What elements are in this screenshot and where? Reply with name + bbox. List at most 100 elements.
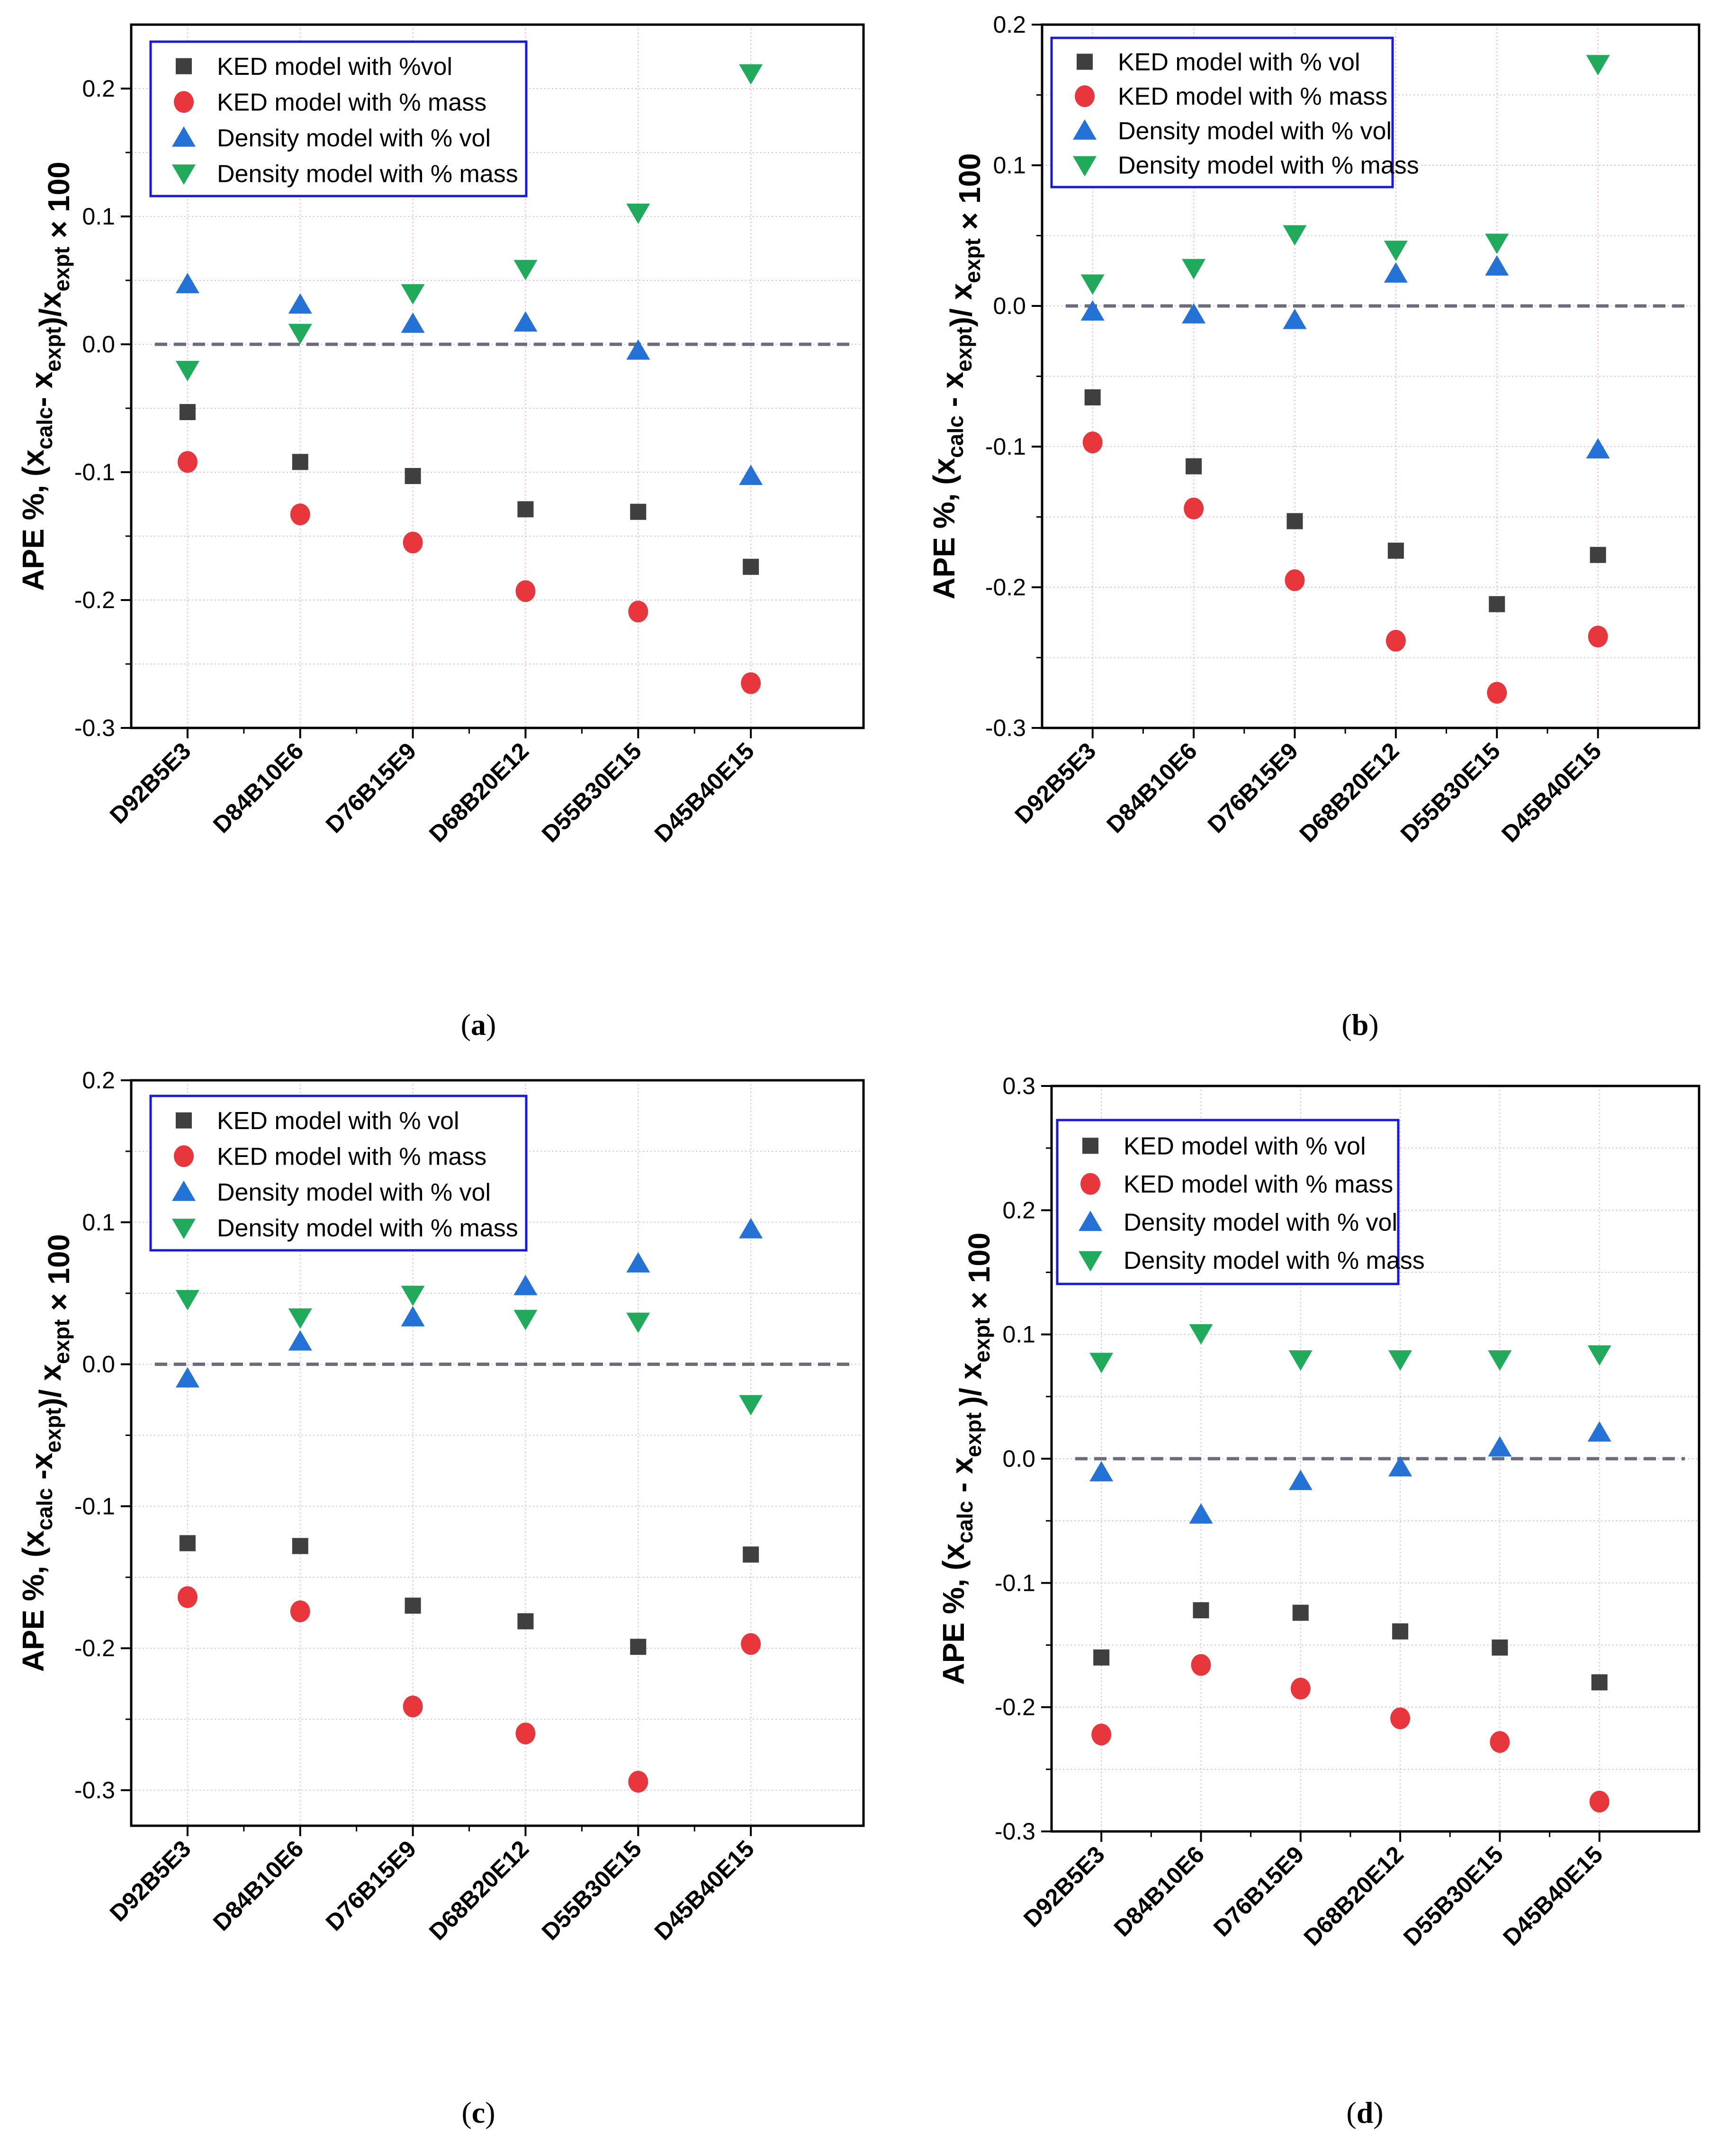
y-tick-label: 0.2 bbox=[993, 11, 1026, 38]
panel-caption-part: ( bbox=[461, 2096, 471, 2129]
legend-marker-triangle-down bbox=[172, 1219, 196, 1239]
data-point-square bbox=[179, 1535, 196, 1552]
y-axis-title-part: x bbox=[927, 458, 961, 475]
series-triangle-down bbox=[175, 64, 763, 381]
x-tick-label: D45B40E15 bbox=[649, 1835, 759, 1945]
y-tick-label: -0.3 bbox=[985, 715, 1026, 741]
panel-caption-part: b bbox=[1352, 1008, 1369, 1041]
data-point-square bbox=[1292, 1605, 1309, 1621]
x-tick-label: D68B20E12 bbox=[1294, 737, 1404, 847]
x-tick-label: D92B5E3 bbox=[105, 737, 196, 829]
legend-box bbox=[149, 40, 528, 197]
data-point-triangle-up bbox=[1288, 1470, 1313, 1490]
series-triangle-up bbox=[175, 273, 763, 485]
y-axis-title: APE %, (xcalc - xexpt )/ xexpt × 100 bbox=[936, 1233, 996, 1685]
data-point-circle bbox=[515, 580, 536, 602]
y-axis-title-part: x bbox=[945, 1457, 979, 1474]
series-circle bbox=[1091, 1654, 1610, 1813]
data-point-square bbox=[1492, 1639, 1508, 1656]
data-point-square bbox=[179, 404, 196, 421]
y-axis-title-subscript: calc bbox=[953, 1501, 977, 1543]
y-axis-title-subscript: expt bbox=[49, 1319, 74, 1364]
data-point-square bbox=[292, 454, 308, 470]
data-point-triangle-down bbox=[1485, 233, 1509, 254]
legend-marker-square bbox=[1082, 1138, 1098, 1154]
panel-caption-part: d bbox=[1357, 2096, 1374, 2129]
data-point-triangle-up bbox=[513, 1274, 538, 1295]
data-point-circle bbox=[1091, 1723, 1112, 1746]
chart-panel-d: -0.3-0.2-0.10.00.10.20.3D92B5E3D84B10E6D… bbox=[936, 1073, 1700, 2129]
legend-marker-square bbox=[176, 58, 192, 74]
y-tick-label: 0.0 bbox=[993, 293, 1026, 319]
y-axis-title-part: )/ bbox=[33, 308, 67, 327]
x-tick-label: D92B5E3 bbox=[1018, 1841, 1110, 1932]
legend-label: Density model with % vol bbox=[217, 125, 491, 152]
x-tick-label: D76B15E9 bbox=[1203, 737, 1304, 838]
legend-label: Density model with % mass bbox=[217, 1214, 518, 1242]
data-point-circle bbox=[1589, 1791, 1610, 1813]
y-axis-title-part: )/ bbox=[944, 300, 978, 327]
data-point-triangle-down bbox=[175, 361, 199, 381]
y-axis-title-subscript: expt bbox=[961, 1406, 986, 1457]
data-point-triangle-down bbox=[175, 1290, 199, 1310]
y-axis-title-subscript: expt bbox=[49, 247, 74, 292]
chart-panel-c: -0.3 -0.2 -0.1 0.0 0.1 0.2 D92B5E3 D84B10E6 D76B… bbox=[16, 1067, 865, 2129]
y-axis-title-part: × 100 bbox=[42, 161, 76, 247]
data-point-circle bbox=[1487, 682, 1507, 704]
y-axis-title-part: x bbox=[16, 1530, 50, 1547]
data-point-triangle-down bbox=[1089, 1353, 1114, 1373]
x-tick-label: D84B10E6 bbox=[208, 1835, 309, 1936]
data-point-circle bbox=[403, 531, 423, 554]
y-tick-label: 0.2 bbox=[82, 1067, 115, 1094]
y-axis-title-part: )/ bbox=[33, 1381, 67, 1408]
panel-caption-part: ( bbox=[1341, 1008, 1351, 1041]
y-axis-title-subscript: expt bbox=[970, 1318, 994, 1363]
data-point-triangle-down bbox=[513, 1310, 538, 1330]
data-point-circle bbox=[403, 1695, 423, 1718]
y-axis-title: APE %, (xcalc - xexpt)/ xexpt × 100 bbox=[927, 153, 987, 599]
y-tick-label: 0.2 bbox=[82, 75, 115, 102]
x-tick-label: D55B30E15 bbox=[537, 1835, 647, 1945]
legend-marker-triangle-up bbox=[172, 126, 196, 147]
y-tick-label: 0.0 bbox=[1002, 1445, 1035, 1472]
data-point-triangle-down bbox=[1283, 225, 1307, 246]
data-point-triangle-down bbox=[1587, 1345, 1611, 1366]
x-tick-label: D55B30E15 bbox=[537, 737, 647, 847]
panel-caption-part: ) bbox=[1373, 2096, 1383, 2129]
series-square bbox=[1093, 1602, 1608, 1691]
data-point-square bbox=[1392, 1623, 1409, 1640]
data-point-square bbox=[517, 1613, 534, 1630]
x-tick-label: D76B15E9 bbox=[321, 1835, 422, 1936]
data-point-square bbox=[630, 1639, 647, 1655]
data-point-circle bbox=[1385, 629, 1406, 652]
y-axis-title-part: × 100 bbox=[953, 153, 987, 238]
y-axis-title-part: - bbox=[945, 1474, 979, 1501]
y-axis-title: APE %, (xcalc -xexpt)/ xexpt × 100 bbox=[16, 1234, 76, 1672]
data-point-square bbox=[1591, 1674, 1608, 1691]
data-point-triangle-up bbox=[513, 311, 538, 332]
y-axis-title-subscript: expt bbox=[952, 327, 976, 372]
series-triangle-down bbox=[1080, 55, 1610, 295]
legend: KED model with %vol KED model with % mass… bbox=[149, 40, 528, 197]
y-tick-label: -0.1 bbox=[985, 433, 1026, 460]
series-triangle-up bbox=[1080, 255, 1610, 458]
series-square bbox=[179, 404, 759, 575]
legend-marker-triangle-down bbox=[172, 164, 196, 185]
data-point-triangle-down bbox=[1384, 241, 1408, 261]
data-point-triangle-down bbox=[401, 284, 425, 305]
data-point-triangle-up bbox=[288, 293, 312, 314]
legend: KED model with % vol KED model with % mas… bbox=[1050, 36, 1419, 188]
chart-panel-b: -0.3 -0.2 -0.1 0.0 0.1 0.2 D92B5E3 D84B10E6 D76B… bbox=[927, 11, 1700, 1041]
data-point-circle bbox=[1490, 1731, 1510, 1753]
y-tick-label: -0.2 bbox=[74, 587, 115, 613]
data-point-square bbox=[1590, 547, 1606, 563]
x-tick-label: D92B5E3 bbox=[1010, 737, 1101, 829]
data-point-triangle-up bbox=[1089, 1461, 1114, 1481]
data-point-square bbox=[1193, 1602, 1209, 1619]
data-point-triangle-up bbox=[401, 1306, 425, 1327]
x-tick-label: D45B40E15 bbox=[1496, 737, 1606, 847]
panel-caption: (d) bbox=[1346, 2096, 1383, 2129]
legend-box bbox=[1056, 1119, 1400, 1285]
x-tick-label: D84B10E6 bbox=[1109, 1841, 1210, 1942]
